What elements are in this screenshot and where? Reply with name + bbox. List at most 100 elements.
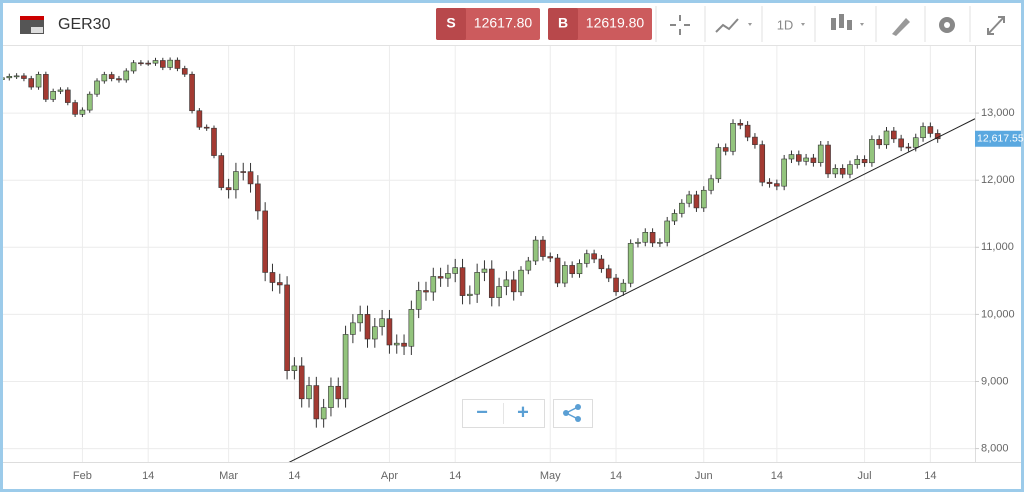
settings-button[interactable] [939,17,955,33]
candle-body [752,136,758,145]
draw-button[interactable] [892,18,910,36]
candle-body [488,268,495,298]
candle-body [803,157,809,162]
candle-body [167,59,173,68]
candle-body [642,232,649,243]
x-tick-label: Mar [219,470,238,482]
x-tick-label: 14 [771,470,783,482]
sell-button[interactable]: S 12617.80 [436,8,540,40]
candle-body [218,155,225,188]
candle-body [50,91,56,100]
candle-body [708,178,714,191]
candle-body [605,268,612,279]
candle-body [108,74,115,79]
candle-body [57,89,64,92]
candle-body [722,147,729,152]
candle-body [145,62,151,65]
buy-label: B [558,15,568,31]
candle-body [854,159,861,165]
x-tick-label: Jul [858,470,872,482]
crosshair-button[interactable] [670,15,690,35]
candle-body [328,385,334,408]
candle-body [715,147,722,180]
y-tick-label: 11,000 [981,241,1014,253]
sell-label: S [446,15,455,31]
candle-body [196,110,203,128]
candle-body [247,171,254,185]
candle-body [174,59,181,69]
candle-body [21,75,27,79]
x-tick-label: 14 [610,470,622,482]
candle-body [364,314,371,340]
candle-body [313,385,320,420]
candle-body [459,267,466,296]
chart-type-button[interactable] [715,18,752,33]
candle-body [627,243,634,284]
zoom-out[interactable]: − [476,401,488,423]
candle-body [569,265,575,275]
candle-body [686,194,692,204]
candle-body [540,239,546,257]
candle-body [445,273,451,279]
y-tick-label: 12,000 [981,174,1015,186]
candle-body [635,241,641,244]
candle-body [693,194,700,209]
y-tick-label: 10,000 [981,308,1015,320]
candle-body [481,268,488,273]
candle-body [518,269,524,293]
candle-body [759,144,766,183]
candle-body [306,385,312,400]
candle-body [664,220,671,243]
candle-body [160,60,166,68]
candle-body [912,137,919,148]
candle-body [562,265,568,284]
candle-body [525,260,532,271]
y-tick-label: 9,000 [981,375,1009,387]
candle-body [342,334,349,400]
candle-body [79,109,86,115]
candle-body [467,293,473,296]
timeframe-button[interactable]: 1D [777,17,805,32]
candle-style-button[interactable] [831,14,864,30]
x-tick-label: 14 [449,470,461,482]
candle-body [730,122,736,152]
candle-body [869,139,875,164]
candle-body [832,168,839,175]
candle-body [920,126,926,139]
candle-body [613,277,619,293]
candle-body [430,276,437,293]
candle-body [532,239,539,262]
candle-body [393,342,400,346]
candle-body [320,407,327,420]
candle-body [620,282,627,293]
x-tick-label: 14 [288,470,300,482]
candle-body [795,154,802,162]
last-price-box [975,130,1021,147]
candle-body [744,124,751,138]
candle-body [255,183,261,212]
share-button[interactable] [553,399,593,428]
candle-body [72,102,78,115]
fullscreen-button[interactable] [987,16,1005,35]
candle-body [891,130,897,140]
candle-body [657,242,663,244]
candle-body [591,253,597,260]
candle-body [788,154,795,160]
candle-body [86,93,93,111]
candle-body [298,365,305,400]
candle-body [211,127,217,156]
candle-body [898,138,904,148]
zoom-in[interactable]: + [517,401,529,423]
candle-body [496,286,502,298]
candle-body [123,70,130,81]
buy-button[interactable]: B 12619.80 [548,8,652,40]
candle-body [825,144,831,175]
candle-body [35,74,42,88]
x-tick-label: May [540,470,561,482]
candle-body [861,159,868,164]
grid [3,46,979,462]
candle-body [335,385,342,400]
candle-body [6,76,13,79]
